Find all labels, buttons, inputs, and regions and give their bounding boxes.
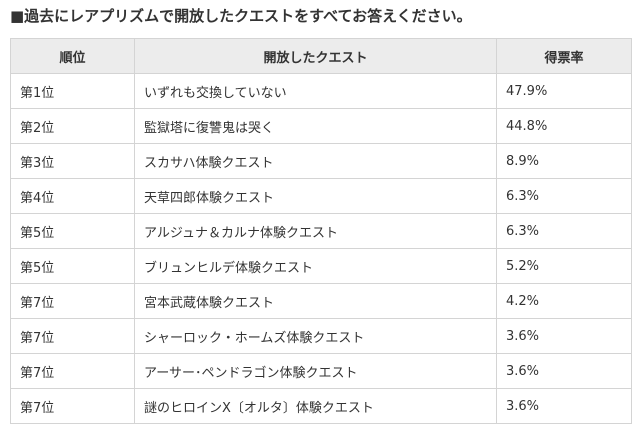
header-rank: 順位 xyxy=(10,38,135,74)
rate-cell: 47.9% xyxy=(496,73,632,109)
table-row: 第7位 謎のヒロインX〔オルタ〕体験クエスト 3.6% xyxy=(10,388,632,424)
rank-cell: 第2位 xyxy=(10,108,135,144)
table-row: 第3位 スカサハ体験クエスト 8.9% xyxy=(10,143,632,179)
rank-cell: 第7位 xyxy=(10,283,135,319)
rank-cell: 第7位 xyxy=(10,318,135,354)
rate-cell: 6.3% xyxy=(496,178,632,214)
table-row: 第7位 アーサー･ペンドラゴン体験クエスト 3.6% xyxy=(10,353,632,389)
quest-cell: 謎のヒロインX〔オルタ〕体験クエスト xyxy=(134,388,497,424)
results-table: 順位 開放したクエスト 得票率 第1位 いずれも交換していない 47.9% 第2… xyxy=(10,38,632,424)
rate-cell: 8.9% xyxy=(496,143,632,179)
rank-cell: 第7位 xyxy=(10,388,135,424)
quest-cell: シャーロック・ホームズ体験クエスト xyxy=(134,318,497,354)
rate-cell: 44.8% xyxy=(496,108,632,144)
header-quest: 開放したクエスト xyxy=(134,38,497,74)
table-row: 第5位 アルジュナ＆カルナ体験クエスト 6.3% xyxy=(10,213,632,249)
rank-cell: 第3位 xyxy=(10,143,135,179)
quest-cell: アーサー･ペンドラゴン体験クエスト xyxy=(134,353,497,389)
rate-cell: 3.6% xyxy=(496,353,632,389)
header-rate: 得票率 xyxy=(496,38,632,74)
quest-cell: 宮本武蔵体験クエスト xyxy=(134,283,497,319)
quest-cell: いずれも交換していない xyxy=(134,73,497,109)
rate-cell: 4.2% xyxy=(496,283,632,319)
rank-cell: 第5位 xyxy=(10,248,135,284)
rate-cell: 3.6% xyxy=(496,388,632,424)
table-row: 第2位 監獄塔に復讐鬼は哭く 44.8% xyxy=(10,108,632,144)
quest-cell: アルジュナ＆カルナ体験クエスト xyxy=(134,213,497,249)
rank-cell: 第4位 xyxy=(10,178,135,214)
table-row: 第7位 シャーロック・ホームズ体験クエスト 3.6% xyxy=(10,318,632,354)
table-row: 第4位 天草四郎体験クエスト 6.3% xyxy=(10,178,632,214)
quest-cell: スカサハ体験クエスト xyxy=(134,143,497,179)
page-title: ■過去にレアプリズムで開放したクエストをすべてお答えください。 xyxy=(10,7,472,25)
table-header-row: 順位 開放したクエスト 得票率 xyxy=(10,38,632,74)
quest-cell: 天草四郎体験クエスト xyxy=(134,178,497,214)
table-row: 第7位 宮本武蔵体験クエスト 4.2% xyxy=(10,283,632,319)
quest-cell: ブリュンヒルデ体験クエスト xyxy=(134,248,497,284)
rate-cell: 6.3% xyxy=(496,213,632,249)
table-row: 第1位 いずれも交換していない 47.9% xyxy=(10,73,632,109)
table-row: 第5位 ブリュンヒルデ体験クエスト 5.2% xyxy=(10,248,632,284)
rank-cell: 第1位 xyxy=(10,73,135,109)
quest-cell: 監獄塔に復讐鬼は哭く xyxy=(134,108,497,144)
rank-cell: 第5位 xyxy=(10,213,135,249)
rank-cell: 第7位 xyxy=(10,353,135,389)
rate-cell: 3.6% xyxy=(496,318,632,354)
rate-cell: 5.2% xyxy=(496,248,632,284)
